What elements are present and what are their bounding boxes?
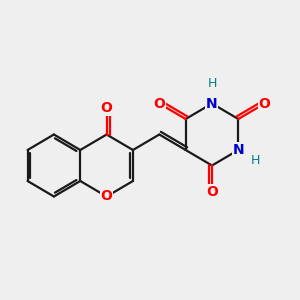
Text: O: O [259,97,271,110]
Text: N: N [232,143,244,157]
Text: H: H [207,77,217,90]
Text: N: N [206,97,218,110]
Text: O: O [101,190,112,203]
Text: H: H [251,154,260,167]
Text: O: O [206,185,218,199]
Text: O: O [101,101,112,115]
Text: O: O [153,97,165,110]
